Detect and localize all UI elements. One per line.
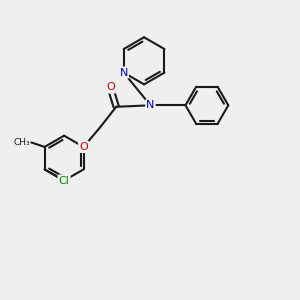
Text: N: N [119, 68, 128, 78]
Text: CH₃: CH₃ [13, 138, 30, 147]
Text: Cl: Cl [58, 176, 70, 186]
Text: O: O [106, 82, 115, 92]
Text: N: N [146, 100, 154, 110]
Text: O: O [79, 142, 88, 152]
